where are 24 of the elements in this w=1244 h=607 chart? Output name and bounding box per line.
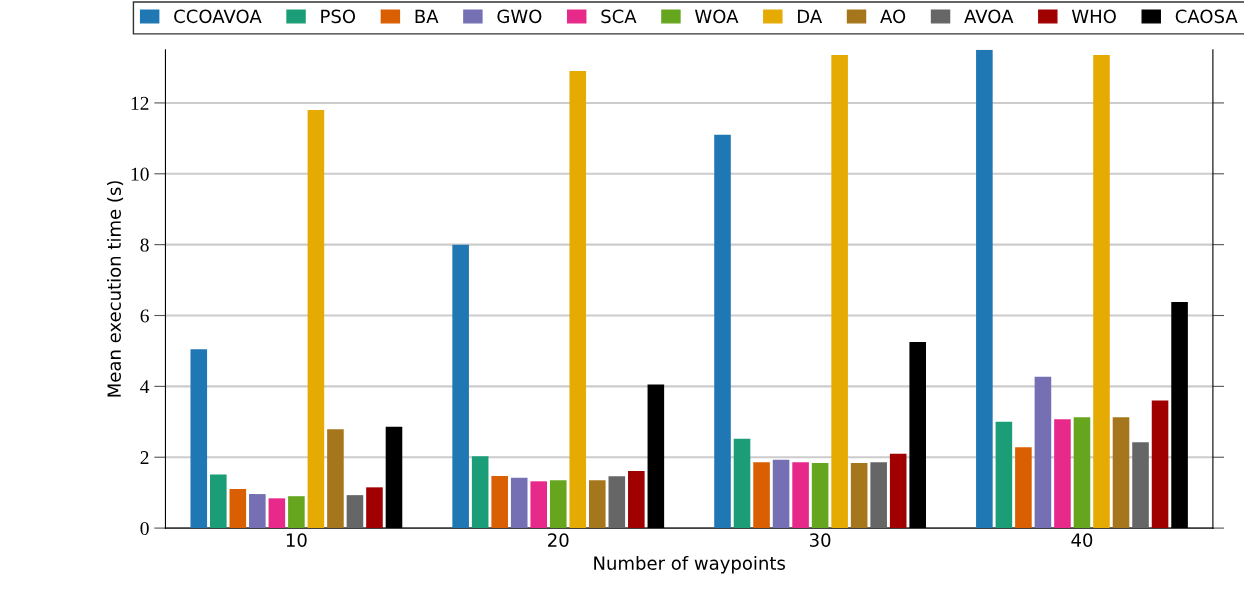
legend-label: SCA	[601, 9, 637, 24]
legend-label: BA	[415, 9, 439, 23]
y-tick-label: 6	[140, 309, 149, 323]
x-tick-label: 30	[810, 533, 831, 547]
y-tick-label: 4	[140, 380, 150, 394]
x-tick-label: 40	[1071, 533, 1093, 547]
x-axis-title: Number of waypoints	[594, 555, 785, 574]
legend-label: WHO	[1071, 9, 1116, 24]
y-tick-label: 12	[131, 96, 149, 110]
y-tick-label: 8	[140, 238, 149, 252]
legend-label: GWO	[497, 9, 542, 24]
y-tick-label: 10	[131, 167, 149, 181]
legend-label: CCOAVOA	[174, 9, 262, 24]
x-tick-label: 10	[286, 533, 307, 547]
legend-label: AVOA	[964, 9, 1014, 24]
x-tick-label: 20	[548, 533, 569, 547]
y-tick-label: 0	[140, 521, 149, 536]
legend-label: AO	[880, 9, 906, 24]
legend-label: DA	[798, 9, 823, 23]
legend-label: CAOSA	[1175, 9, 1238, 24]
y-axis-title: Mean execution time (s)	[107, 181, 124, 397]
legend-label: PSO	[321, 9, 356, 24]
y-tick-label: 2	[140, 451, 149, 464]
legend-label: WOA	[695, 9, 739, 24]
